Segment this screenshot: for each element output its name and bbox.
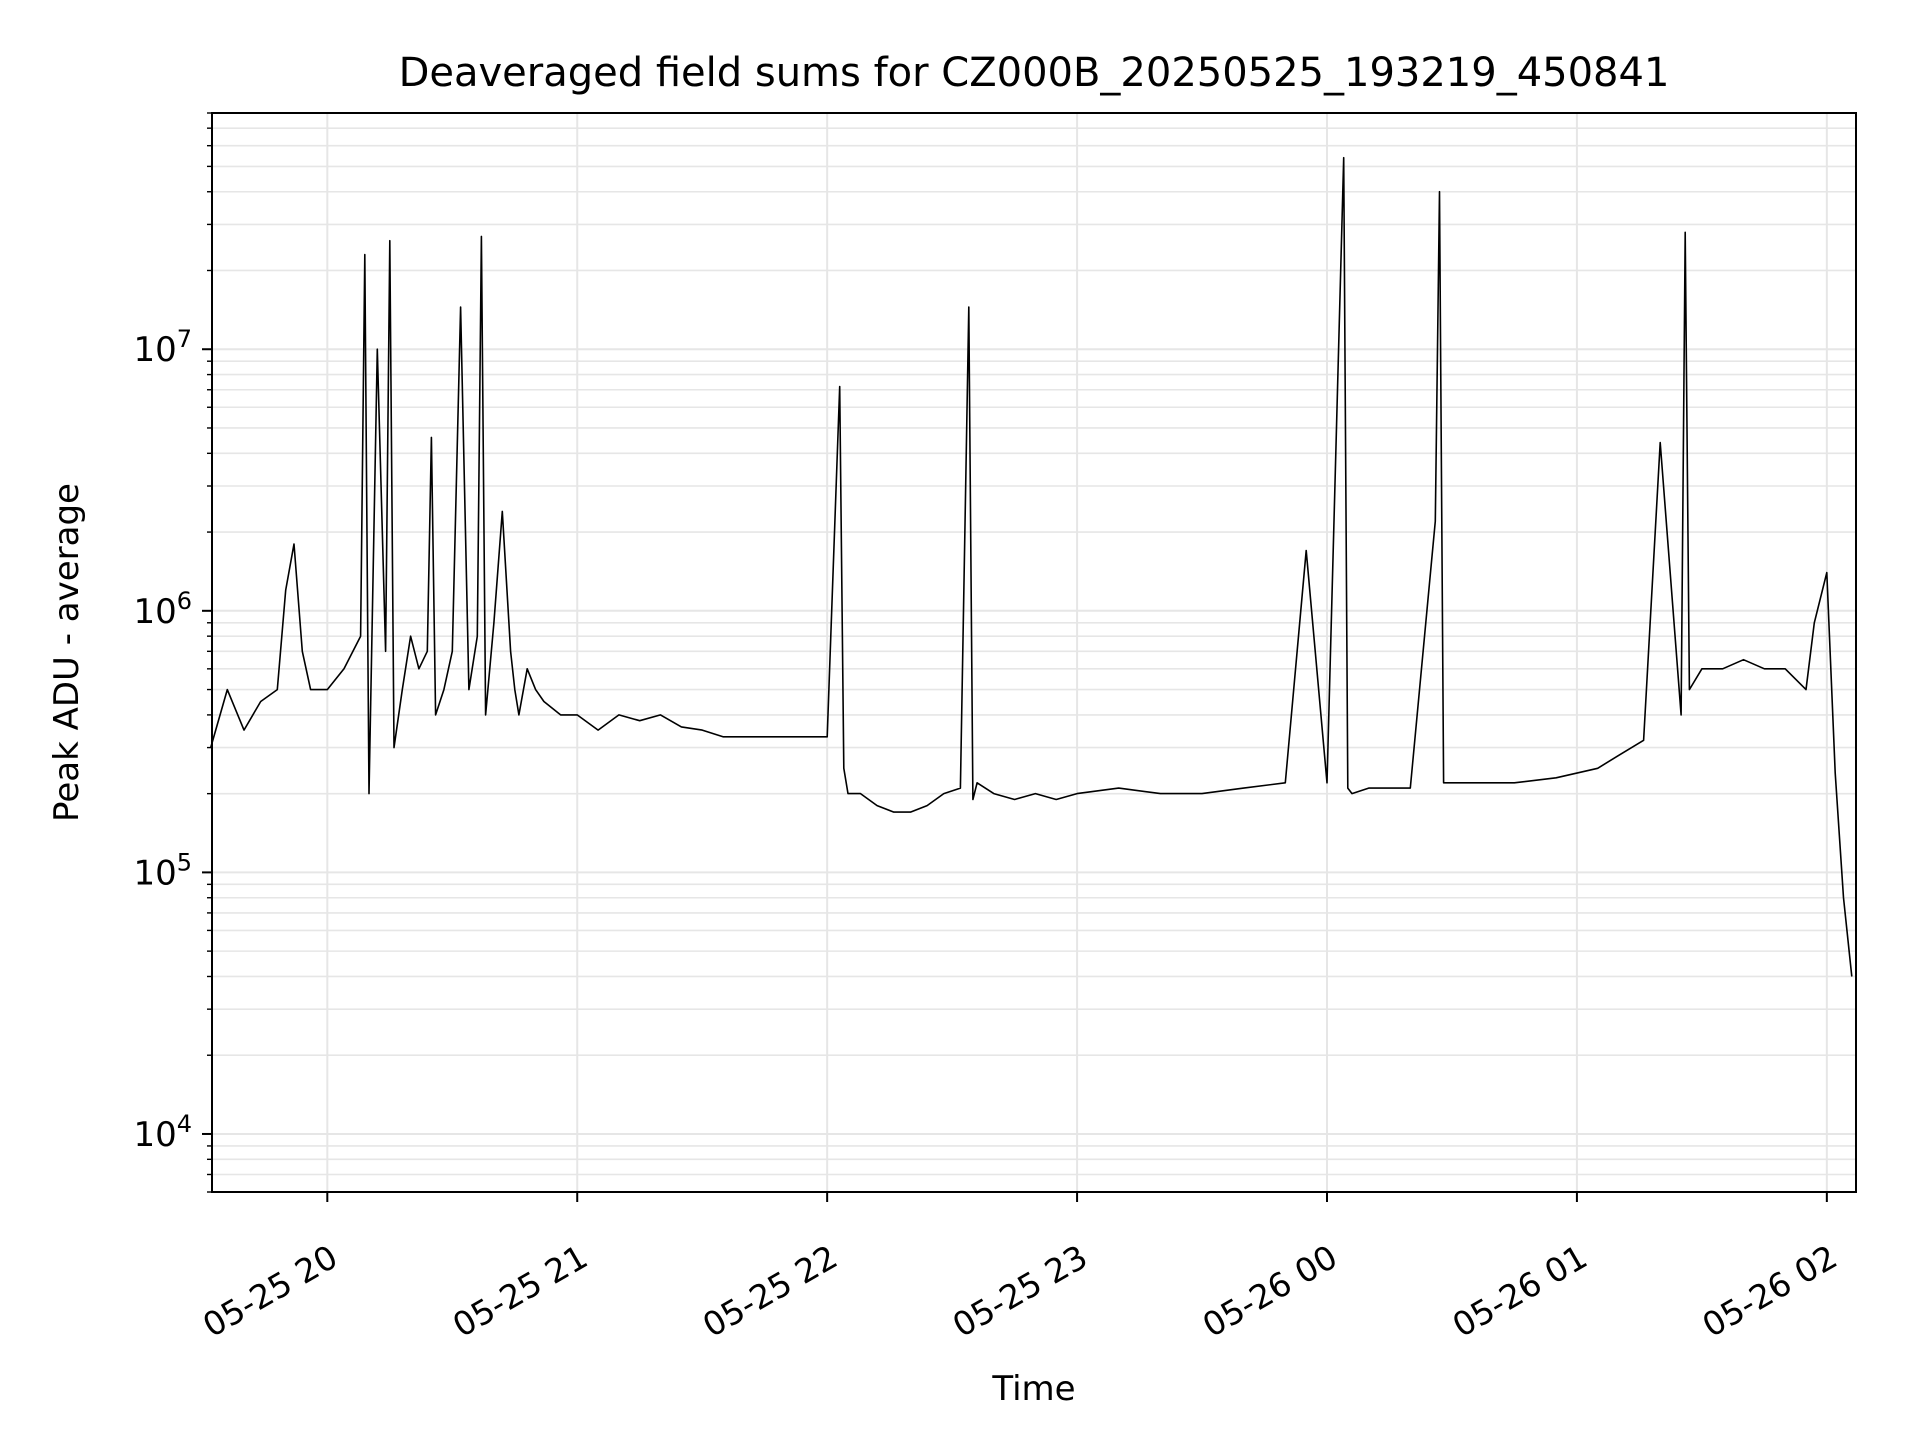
chart-title: Deaveraged field sums for CZ000B_2025052… bbox=[399, 50, 1670, 96]
x-tick-label: 05-26 00 bbox=[1196, 1237, 1344, 1345]
x-tick-label: 05-25 20 bbox=[196, 1237, 344, 1345]
x-axis-label: Time bbox=[991, 1369, 1075, 1409]
plot-line bbox=[209, 156, 1853, 977]
plot-frame bbox=[211, 112, 1857, 1193]
x-tick-label: 05-25 23 bbox=[946, 1237, 1094, 1345]
x-tick-label: 05-26 01 bbox=[1446, 1237, 1594, 1345]
x-axis: 05-25 20 05-25 21 05-25 22 05-25 23 05-26 00… bbox=[196, 1192, 1844, 1345]
x-tick-label: 05-25 22 bbox=[696, 1237, 844, 1345]
y-tick-label: 104 bbox=[133, 1110, 192, 1155]
y-tick-label: 106 bbox=[133, 587, 192, 632]
x-tick-label: 05-26 02 bbox=[1696, 1237, 1844, 1345]
series-line bbox=[209, 156, 1853, 977]
y-tick-label: 105 bbox=[133, 848, 192, 893]
grid bbox=[212, 112, 1856, 1193]
x-tick-label: 05-25 21 bbox=[446, 1237, 594, 1345]
y-axis: 104 105 106 107 bbox=[133, 112, 212, 1193]
y-tick-label: 107 bbox=[133, 325, 192, 370]
y-axis-label: Peak ADU - average bbox=[47, 483, 87, 822]
